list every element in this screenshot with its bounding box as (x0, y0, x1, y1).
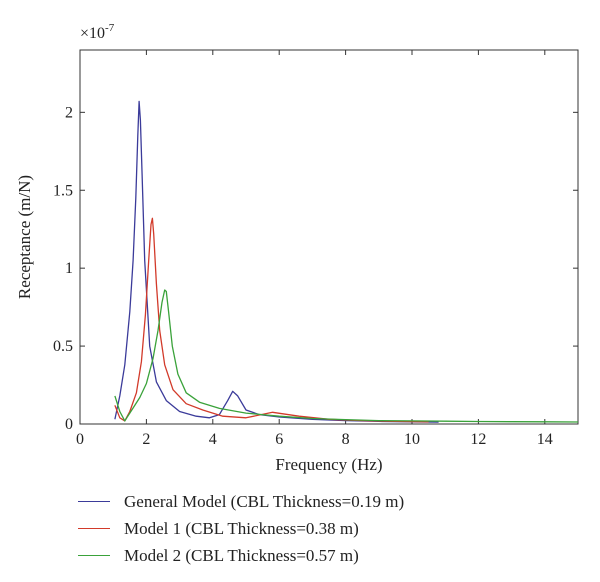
x-tick-label: 6 (275, 431, 283, 448)
legend-label: General Model (CBL Thickness=0.19 m) (124, 491, 405, 511)
y-tick-label: 1.5 (53, 182, 73, 199)
x-tick-label: 2 (142, 431, 150, 448)
legend-swatch (78, 555, 110, 556)
x-axis: 0 2 4 6 8 10 12 14 (76, 50, 553, 448)
x-tick-label: 0 (76, 431, 84, 448)
x-tick-label: 10 (404, 431, 420, 448)
y-axis-label: Receptance (m/N) (15, 175, 34, 299)
legend-item: Model 2 (CBL Thickness=0.57 m) (78, 542, 404, 569)
series-line-3 (114, 289, 579, 423)
y-tick-label: 0 (65, 416, 73, 433)
y-axis: 0 0.5 1 1.5 2 (53, 104, 578, 433)
x-tick-label: 8 (342, 431, 350, 448)
chart: 0 2 4 6 8 10 12 14 0 0.5 1 1.5 2 ×10-7 Frequency (H… (15, 22, 579, 474)
series-lines (114, 100, 579, 423)
y-multiplier-base: ×10 (80, 25, 105, 42)
legend-label: Model 1 (CBL Thickness=0.38 m) (124, 518, 359, 538)
y-multiplier: ×10-7 (80, 22, 115, 42)
legend-swatch (78, 528, 110, 529)
legend-swatch (78, 501, 110, 502)
x-tick-label: 12 (470, 431, 486, 448)
legend: General Model (CBL Thickness=0.19 m) Mode… (78, 488, 404, 569)
series-line-1 (114, 100, 439, 423)
series-line-2 (114, 217, 429, 423)
x-tick-label: 4 (209, 431, 217, 448)
y-tick-label: 1 (65, 260, 73, 277)
legend-item: General Model (CBL Thickness=0.19 m) (78, 488, 404, 515)
legend-label: Model 2 (CBL Thickness=0.57 m) (124, 545, 359, 565)
y-tick-label: 0.5 (53, 338, 73, 355)
plot-frame (79, 49, 579, 425)
legend-item: Model 1 (CBL Thickness=0.38 m) (78, 515, 404, 542)
x-tick-label: 14 (537, 431, 553, 448)
x-axis-label: Frequency (Hz) (275, 455, 382, 474)
y-multiplier-exponent: -7 (105, 22, 115, 34)
y-tick-label: 2 (65, 104, 73, 121)
